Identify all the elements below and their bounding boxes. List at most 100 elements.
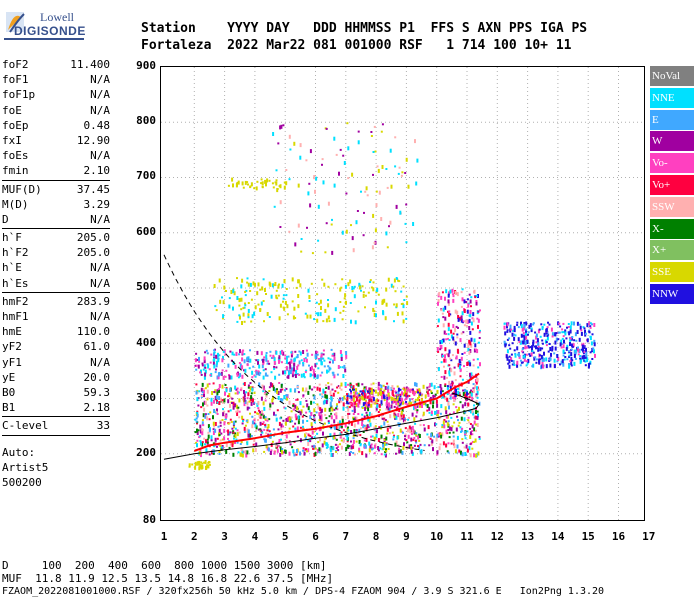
echo-dot bbox=[322, 349, 325, 352]
echo-dot bbox=[436, 347, 439, 351]
echo-dot bbox=[229, 431, 232, 434]
echo-dot bbox=[357, 394, 360, 399]
echo-dot bbox=[352, 416, 355, 419]
echo-dot bbox=[261, 410, 264, 414]
echo-dot bbox=[341, 278, 344, 281]
echo-dot bbox=[424, 394, 427, 399]
echo-dot bbox=[233, 420, 236, 425]
echo-dot bbox=[418, 388, 421, 391]
echo-dot bbox=[385, 231, 388, 236]
echo-dot bbox=[342, 374, 345, 378]
echo-dot bbox=[229, 388, 232, 393]
echo-dot bbox=[342, 305, 345, 308]
echo-dot bbox=[473, 427, 476, 432]
echo-dot bbox=[441, 432, 444, 437]
echo-dot bbox=[320, 417, 323, 422]
echo-dot bbox=[374, 150, 377, 153]
echo-dot bbox=[464, 411, 467, 414]
echo-dot bbox=[434, 410, 436, 415]
echo-dot bbox=[408, 444, 411, 449]
echo-dot bbox=[357, 413, 360, 415]
echo-dot bbox=[418, 394, 421, 399]
echo-dot bbox=[312, 401, 315, 404]
echo-dot bbox=[410, 401, 413, 406]
echo-dot bbox=[241, 415, 244, 420]
echo-dot bbox=[264, 424, 267, 426]
echo-dot bbox=[284, 389, 286, 392]
echo-dot bbox=[206, 383, 209, 388]
echo-dot bbox=[341, 418, 344, 423]
echo-dot bbox=[207, 466, 210, 468]
echo-dot bbox=[340, 353, 343, 358]
echo-dot bbox=[469, 299, 472, 304]
echo-dot bbox=[296, 373, 299, 376]
echo-dot bbox=[363, 446, 366, 449]
echo-dot bbox=[243, 393, 246, 398]
echo-dot bbox=[224, 384, 227, 386]
echo-dot bbox=[276, 188, 279, 193]
echo-dot bbox=[522, 332, 525, 335]
echo-dot bbox=[554, 340, 557, 345]
echo-dot bbox=[319, 312, 322, 317]
echo-dot bbox=[195, 420, 198, 423]
echo-dot bbox=[471, 447, 474, 450]
echo-dot bbox=[571, 345, 574, 348]
echo-dot bbox=[237, 376, 240, 379]
echo-dot bbox=[206, 363, 209, 366]
echo-dot bbox=[584, 329, 586, 334]
echo-dot bbox=[275, 289, 278, 292]
echo-dot bbox=[270, 449, 273, 452]
echo-dot bbox=[450, 359, 453, 362]
echo-dot bbox=[447, 293, 450, 298]
echo-dot bbox=[337, 446, 340, 448]
echo-dot bbox=[409, 398, 411, 403]
echo-dot bbox=[232, 401, 235, 406]
header-values: Fortaleza 2022 Mar22 081 001000 RSF 1 71… bbox=[141, 38, 572, 53]
echo-dot bbox=[291, 300, 294, 303]
echo-dot bbox=[437, 299, 440, 303]
echo-dot bbox=[474, 438, 477, 443]
header-labels: Station YYYY DAY DDD HHMMSS P1 FFS S AXN… bbox=[141, 21, 588, 36]
echo-dot bbox=[379, 437, 382, 440]
echo-dot bbox=[281, 350, 284, 355]
echo-dot bbox=[464, 452, 467, 456]
echo-dot bbox=[221, 438, 224, 441]
echo-dot bbox=[313, 175, 316, 177]
echo-dot bbox=[250, 298, 253, 301]
echo-dot bbox=[463, 446, 466, 449]
echo-dot bbox=[452, 411, 455, 414]
echo-dot bbox=[321, 371, 324, 374]
echo-dot bbox=[203, 375, 206, 380]
echo-dot bbox=[318, 412, 321, 417]
echo-dot bbox=[217, 375, 220, 380]
echo-dot bbox=[296, 398, 299, 401]
echo-dot bbox=[522, 338, 525, 341]
echo-dot bbox=[580, 348, 583, 351]
param-value: 20.0 bbox=[83, 370, 111, 384]
echo-dot bbox=[246, 181, 249, 184]
echo-dot bbox=[323, 282, 326, 287]
echo-dot bbox=[297, 294, 300, 298]
echo-dot bbox=[302, 362, 305, 367]
echo-dot bbox=[188, 465, 191, 468]
echo-dot bbox=[457, 390, 460, 395]
echo-dot bbox=[235, 351, 238, 356]
echo-dot bbox=[534, 356, 537, 359]
echo-dot bbox=[369, 390, 371, 395]
echo-dot bbox=[322, 353, 325, 356]
echo-dot bbox=[278, 382, 281, 384]
echo-dot bbox=[551, 345, 554, 350]
echo-dot bbox=[348, 406, 351, 409]
echo-dot bbox=[318, 427, 321, 432]
echo-dot bbox=[333, 357, 336, 361]
echo-dot bbox=[464, 393, 467, 398]
echo-dot bbox=[214, 437, 217, 442]
echo-dot bbox=[248, 390, 251, 393]
echo-dot bbox=[253, 187, 256, 190]
echo-dot bbox=[249, 282, 252, 287]
echo-dot bbox=[555, 332, 558, 335]
echo-dot bbox=[511, 332, 514, 337]
echo-dot bbox=[447, 442, 450, 445]
echo-dot bbox=[231, 443, 234, 448]
echo-dot bbox=[264, 418, 267, 421]
